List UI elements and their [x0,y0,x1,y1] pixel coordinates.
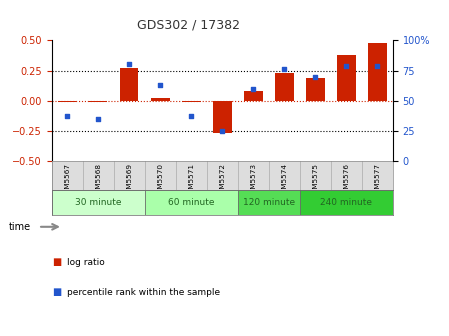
Bar [306,78,325,101]
Bar [238,190,300,215]
Point [312,74,319,79]
Bar [52,190,145,215]
Text: percentile rank within the sample: percentile rank within the sample [67,288,220,297]
Bar [120,68,138,101]
Text: 60 minute: 60 minute [168,198,215,207]
Point [250,86,257,91]
Bar [213,101,232,133]
Point [64,114,71,119]
Point [374,63,381,68]
Text: ■: ■ [52,287,61,297]
Bar [182,101,201,102]
Text: 30 minute: 30 minute [75,198,121,207]
Text: GSM5575: GSM5575 [313,163,318,198]
Bar [337,55,356,101]
Text: GSM5576: GSM5576 [343,163,349,198]
Bar [275,73,294,101]
Text: 120 minute: 120 minute [243,198,295,207]
Text: log ratio: log ratio [67,258,105,266]
Text: ■: ■ [52,257,61,267]
Point [95,116,102,122]
Bar [368,43,387,101]
Bar [145,190,238,215]
Point [281,67,288,72]
Text: GSM5570: GSM5570 [157,163,163,198]
Text: 240 minute: 240 minute [320,198,372,207]
Point [126,62,133,67]
Point [157,82,164,88]
Bar [151,98,170,101]
Text: GSM5569: GSM5569 [126,163,132,198]
Text: GSM5572: GSM5572 [219,163,225,198]
Point [219,128,226,134]
Point [343,63,350,68]
Text: time: time [9,222,31,232]
Bar [244,91,263,101]
Text: GSM5574: GSM5574 [282,163,287,198]
Bar [89,101,107,102]
Bar [300,190,393,215]
Text: GSM5577: GSM5577 [374,163,380,198]
Text: GDS302 / 17382: GDS302 / 17382 [137,19,240,32]
Text: GSM5573: GSM5573 [250,163,256,198]
Text: GSM5568: GSM5568 [95,163,101,198]
Point [188,114,195,119]
Text: GSM5571: GSM5571 [188,163,194,198]
Text: GSM5567: GSM5567 [64,163,70,198]
Bar [58,101,76,102]
